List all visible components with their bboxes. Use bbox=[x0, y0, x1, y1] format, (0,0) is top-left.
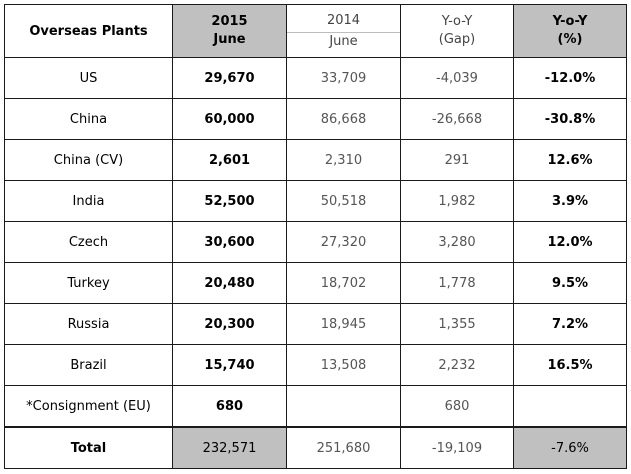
value-2014: 13,508 bbox=[286, 344, 401, 386]
header-yoy-pct-line1: Y-o-Y bbox=[552, 14, 588, 29]
table-row: Turkey 20,480 18,702 1,778 9.5% bbox=[4, 262, 627, 304]
value-gap: -26,668 bbox=[400, 98, 514, 140]
plant-name: India bbox=[4, 180, 173, 222]
table-header-row: Overseas Plants 2015 June 2014 June Y-o-… bbox=[4, 4, 627, 58]
value-2015: 52,500 bbox=[172, 180, 287, 222]
header-yoy-gap-line1: Y-o-Y bbox=[441, 14, 473, 29]
value-gap: -4,039 bbox=[400, 57, 514, 99]
value-gap: 1,982 bbox=[400, 180, 514, 222]
value-2015: 29,670 bbox=[172, 57, 287, 99]
value-2014: 50,518 bbox=[286, 180, 401, 222]
sales-table-container: Overseas Plants 2015 June 2014 June Y-o-… bbox=[4, 4, 627, 469]
plant-name: Brazil bbox=[4, 344, 173, 386]
value-gap: 1,778 bbox=[400, 262, 514, 304]
header-2014-june: 2014 June bbox=[286, 4, 401, 58]
header-yoy-pct-line2: (%) bbox=[557, 32, 583, 47]
value-gap: 1,355 bbox=[400, 303, 514, 345]
table-row: Brazil 15,740 13,508 2,232 16.5% bbox=[4, 344, 627, 386]
value-gap: 3,280 bbox=[400, 221, 514, 263]
value-pct: 7.2% bbox=[513, 303, 627, 345]
header-yoy-gap-line2: (Gap) bbox=[438, 32, 476, 47]
header-yoy-gap: Y-o-Y (Gap) bbox=[400, 4, 514, 58]
table-row: China 60,000 86,668 -26,668 -30.8% bbox=[4, 98, 627, 140]
value-pct: 12.0% bbox=[513, 221, 627, 263]
value-gap: 680 bbox=[400, 385, 514, 428]
table-row: China (CV) 2,601 2,310 291 12.6% bbox=[4, 139, 627, 181]
value-2015: 30,600 bbox=[172, 221, 287, 263]
value-gap: 2,232 bbox=[400, 344, 514, 386]
plant-name: China bbox=[4, 98, 173, 140]
table-row: *Consignment (EU) 680 680 bbox=[4, 385, 627, 428]
value-2014: 27,320 bbox=[286, 221, 401, 263]
plant-name: Turkey bbox=[4, 262, 173, 304]
value-pct bbox=[513, 385, 627, 428]
value-pct: 12.6% bbox=[513, 139, 627, 181]
table-row: Russia 20,300 18,945 1,355 7.2% bbox=[4, 303, 627, 345]
header-yoy-pct: Y-o-Y (%) bbox=[513, 4, 627, 58]
value-2014: 2,310 bbox=[286, 139, 401, 181]
total-gap: -19,109 bbox=[400, 426, 514, 469]
value-gap: 291 bbox=[400, 139, 514, 181]
table-row: India 52,500 50,518 1,982 3.9% bbox=[4, 180, 627, 222]
value-2015: 15,740 bbox=[172, 344, 287, 386]
value-2015: 680 bbox=[172, 385, 287, 428]
total-2014: 251,680 bbox=[286, 426, 401, 469]
plant-name: *Consignment (EU) bbox=[4, 385, 173, 428]
header-2015-june: 2015 June bbox=[172, 4, 287, 58]
value-pct: 9.5% bbox=[513, 262, 627, 304]
overseas-plants-table: Overseas Plants 2015 June 2014 June Y-o-… bbox=[4, 4, 627, 469]
plant-name: Czech bbox=[4, 221, 173, 263]
value-2014: 33,709 bbox=[286, 57, 401, 99]
value-2014 bbox=[286, 385, 401, 428]
plant-name: US bbox=[4, 57, 173, 99]
plant-name: China (CV) bbox=[4, 139, 173, 181]
total-row: Total 232,571 251,680 -19,109 -7.6% bbox=[4, 426, 627, 469]
header-overseas-plants: Overseas Plants bbox=[4, 4, 173, 58]
header-2014-year: 2014 bbox=[287, 12, 400, 33]
total-2015: 232,571 bbox=[172, 426, 287, 469]
header-2015-month: June bbox=[213, 32, 246, 47]
table-row: US 29,670 33,709 -4,039 -12.0% bbox=[4, 57, 627, 99]
value-2014: 86,668 bbox=[286, 98, 401, 140]
value-2015: 2,601 bbox=[172, 139, 287, 181]
table-row: Czech 30,600 27,320 3,280 12.0% bbox=[4, 221, 627, 263]
value-pct: -12.0% bbox=[513, 57, 627, 99]
value-2015: 60,000 bbox=[172, 98, 287, 140]
value-pct: -30.8% bbox=[513, 98, 627, 140]
value-pct: 3.9% bbox=[513, 180, 627, 222]
header-2014-month: June bbox=[329, 33, 358, 49]
value-2014: 18,702 bbox=[286, 262, 401, 304]
total-pct: -7.6% bbox=[513, 426, 627, 469]
value-2015: 20,480 bbox=[172, 262, 287, 304]
plant-name: Russia bbox=[4, 303, 173, 345]
header-2015-year: 2015 bbox=[211, 14, 248, 29]
total-label: Total bbox=[4, 426, 173, 469]
value-2015: 20,300 bbox=[172, 303, 287, 345]
value-pct: 16.5% bbox=[513, 344, 627, 386]
value-2014: 18,945 bbox=[286, 303, 401, 345]
